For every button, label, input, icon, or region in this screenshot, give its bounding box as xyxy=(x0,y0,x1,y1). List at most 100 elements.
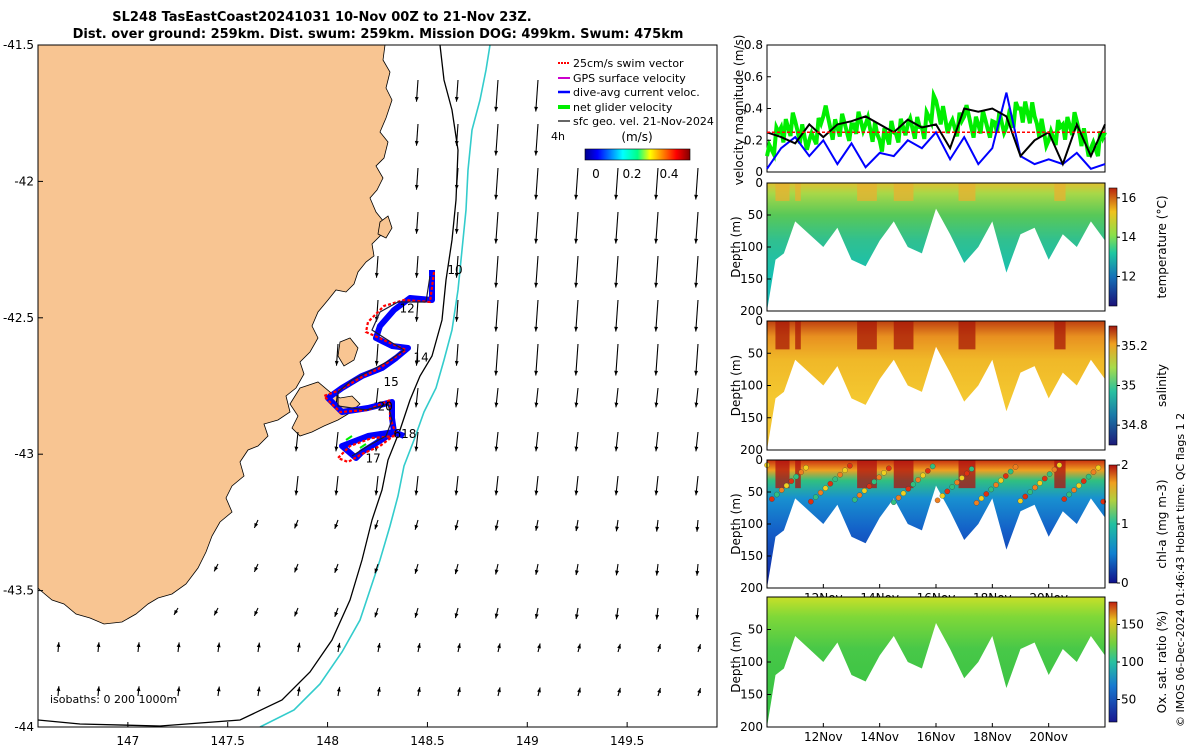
geo-vector xyxy=(334,519,339,530)
section-ytick-label: 150 xyxy=(740,688,763,702)
geo-vector xyxy=(296,686,301,697)
section-colorbar-label: chl-a (mg m-3) xyxy=(1155,479,1169,568)
geo-vector xyxy=(294,475,299,496)
section-data-chl-a xyxy=(767,460,1105,588)
map-xtick-label: 147.5 xyxy=(211,734,245,748)
geo-vector xyxy=(296,642,301,653)
chl-sample-dot xyxy=(1071,487,1077,493)
map-axis-ticks: 147 147.5 148 148.5 149 149.5 -41.5 -42 -42.5 -43… xyxy=(3,38,644,748)
geo-vector xyxy=(414,475,419,496)
geo-vector xyxy=(614,211,619,244)
chl-sample-dot xyxy=(934,497,941,504)
geo-vector xyxy=(654,167,659,200)
section-ylabel: Depth (m) xyxy=(729,631,743,692)
geo-vector xyxy=(534,387,539,408)
title-line-1: SL248 TasEastCoast20241031 10-Nov 00Z to… xyxy=(112,10,531,25)
land-tasmania xyxy=(38,45,393,625)
geo-vector xyxy=(494,167,499,200)
chl-sample-dot xyxy=(1085,473,1092,480)
geo-vector xyxy=(454,431,459,452)
colorbar-tick-label: 100 xyxy=(1121,655,1144,669)
geo-vector xyxy=(534,79,539,112)
geo-vector xyxy=(414,123,419,146)
chl-sample-dot xyxy=(900,490,907,497)
chl-sample-dot xyxy=(968,466,975,472)
section-xtick-label: 12Nov xyxy=(804,730,843,744)
geo-vector xyxy=(534,299,539,332)
chl-sample-dot xyxy=(1080,478,1087,484)
section-patch xyxy=(893,460,914,489)
geo-vector xyxy=(614,387,619,408)
geo-vector xyxy=(494,475,499,496)
chl-sample-dot xyxy=(983,491,990,497)
geo-vector xyxy=(654,343,659,376)
geo-vector xyxy=(574,343,579,376)
geo-vector xyxy=(374,563,379,574)
legend-swim-label: 25cm/s swim vector xyxy=(573,57,684,70)
chl-sample-dot xyxy=(842,467,848,473)
chl-sample-dot xyxy=(793,473,799,480)
chl-sample-dot xyxy=(944,488,951,495)
section-xtick-label: 14Nov xyxy=(860,730,899,744)
geo-vector xyxy=(655,519,660,532)
geo-vector xyxy=(574,519,579,532)
geo-vector xyxy=(574,475,579,496)
geo-vector xyxy=(534,475,539,496)
geo-vector xyxy=(334,563,339,574)
isobath-text: isobaths: 0 200 1000m xyxy=(50,693,177,706)
legend-item-current: dive-avg current veloc. xyxy=(558,86,700,99)
geo-vector xyxy=(494,79,499,112)
legend-item-geo: sfc geo. vel. 21-Nov-2024 xyxy=(558,115,714,128)
geo-vector xyxy=(414,167,419,190)
geo-vector xyxy=(494,607,499,619)
chl-sample-dot xyxy=(851,496,858,503)
chl-sample-dot xyxy=(1037,480,1043,486)
legend-note: 4h xyxy=(551,130,565,143)
section-ytick-label: 100 xyxy=(740,379,763,393)
geo-vector xyxy=(334,343,339,366)
section-data-oxygen xyxy=(767,597,1105,727)
geo-vector xyxy=(497,687,501,697)
chl-sample-dot xyxy=(847,463,853,469)
section-colorbar xyxy=(1108,601,1118,723)
land-maria-island xyxy=(337,337,359,367)
geo-vector xyxy=(454,387,459,408)
geo-vector xyxy=(697,644,702,653)
velocity-series-0 xyxy=(765,87,1107,162)
colorbar-label: (m/s) xyxy=(621,130,652,144)
section-patch xyxy=(857,321,877,350)
chl-sample-dot xyxy=(832,476,838,482)
section-patch xyxy=(1054,321,1066,350)
geo-vector xyxy=(414,607,419,618)
velocity-series xyxy=(765,87,1107,170)
geo-vector xyxy=(454,79,459,102)
geo-vector xyxy=(574,299,579,332)
isobath-200 xyxy=(38,45,459,727)
geo-vector xyxy=(614,343,619,376)
geo-vector xyxy=(574,387,579,408)
section-patch xyxy=(958,183,976,201)
geo-vector xyxy=(695,519,700,532)
geo-vector xyxy=(695,607,700,620)
section-ytick-label: 100 xyxy=(740,517,763,531)
geo-vector xyxy=(654,475,659,496)
chl-sample-dot xyxy=(871,479,877,485)
geo-vector xyxy=(374,475,379,496)
geo-vector xyxy=(294,563,299,573)
track-day-label: 17 xyxy=(366,451,381,465)
geo-vector xyxy=(534,431,539,452)
geo-vector xyxy=(454,563,459,575)
geo-vector xyxy=(654,431,659,452)
section-data-temperature xyxy=(767,183,1105,311)
geo-vector xyxy=(617,687,621,697)
geo-vector xyxy=(216,642,221,653)
geo-vector xyxy=(694,299,699,332)
section-colorbar xyxy=(1108,325,1118,446)
section-ytick-label: 50 xyxy=(748,623,763,637)
geo-vector xyxy=(96,642,101,653)
chl-sample-dot xyxy=(769,496,775,502)
chl-sample-dot xyxy=(988,486,994,493)
geo-vector xyxy=(534,607,539,619)
chl-sample-dot xyxy=(939,493,946,499)
velocity-ticks: 0 0.2 0.4 0.6 0.8 xyxy=(744,38,771,179)
